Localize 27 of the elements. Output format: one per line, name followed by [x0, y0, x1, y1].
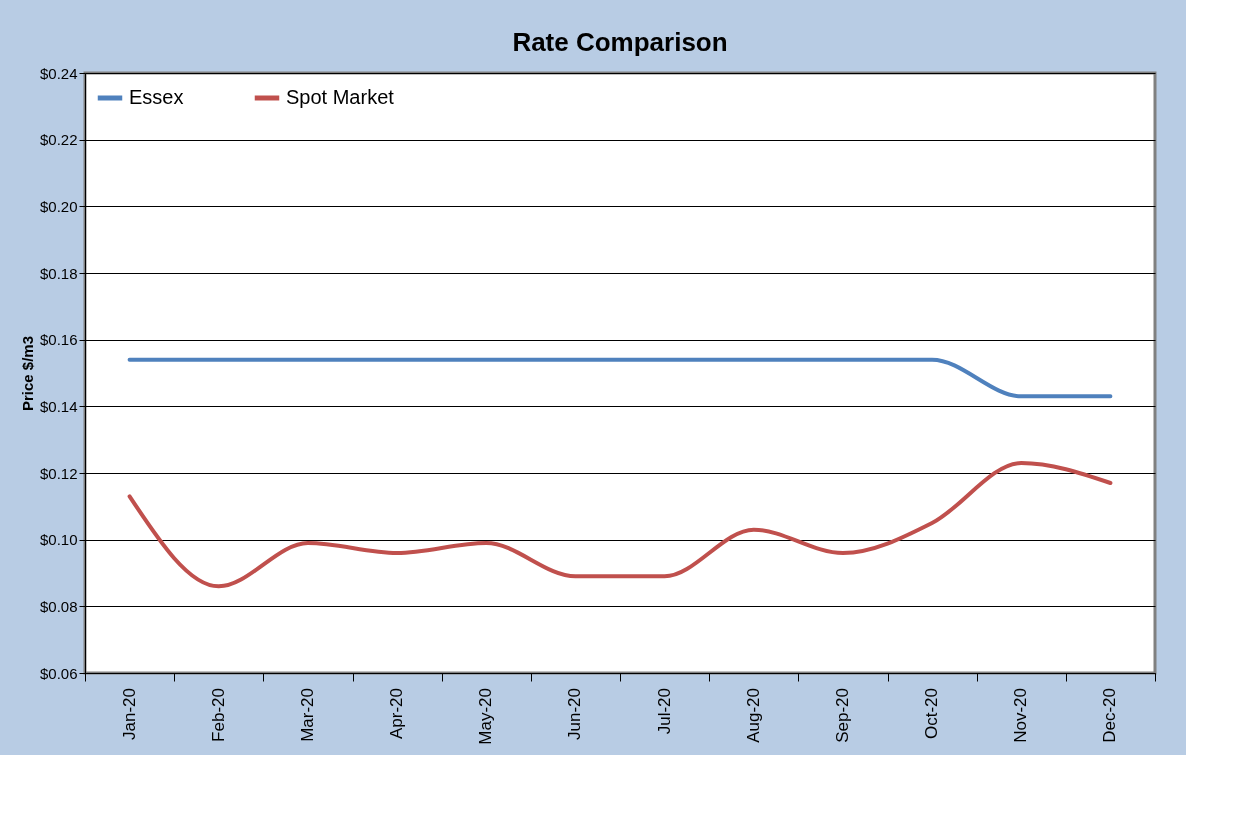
x-tick-label: Oct-20: [922, 688, 942, 740]
y-tick-label: $0.06: [39, 664, 78, 682]
y-tick-label: $0.18: [39, 264, 78, 282]
x-tick-label: Aug-20: [743, 688, 763, 743]
y-tick-label: $0.08: [39, 597, 78, 615]
chart-title: Rate Comparison: [512, 27, 728, 57]
legend-label: Essex: [129, 86, 184, 108]
y-tick-label: $0.22: [39, 131, 78, 149]
y-tick-label: $0.20: [39, 197, 78, 215]
x-tick-label: Nov-20: [1011, 688, 1031, 743]
x-tick-label: Mar-20: [297, 688, 317, 742]
x-tick-label: Jan-20: [119, 688, 139, 740]
line-series: [127, 461, 1113, 589]
legend-label: Spot Market: [286, 86, 395, 108]
x-tick-label: May-20: [476, 688, 496, 745]
x-tick-label: Dec-20: [1100, 688, 1120, 743]
x-tick-label: Jul-20: [654, 688, 674, 735]
y-axis-title: Price $/m3: [18, 335, 36, 412]
y-tick-label: $0.12: [39, 464, 78, 482]
y-tick-label: $0.10: [39, 531, 78, 549]
y-tick-label: $0.24: [39, 64, 78, 82]
x-tick-label: Jun-20: [565, 688, 585, 740]
y-tick-label: $0.16: [39, 331, 78, 349]
x-tick-label: Sep-20: [832, 688, 852, 743]
x-tick-label: Apr-20: [387, 688, 407, 740]
x-tick-label: Feb-20: [208, 688, 228, 742]
y-tick-label: $0.14: [39, 397, 78, 415]
